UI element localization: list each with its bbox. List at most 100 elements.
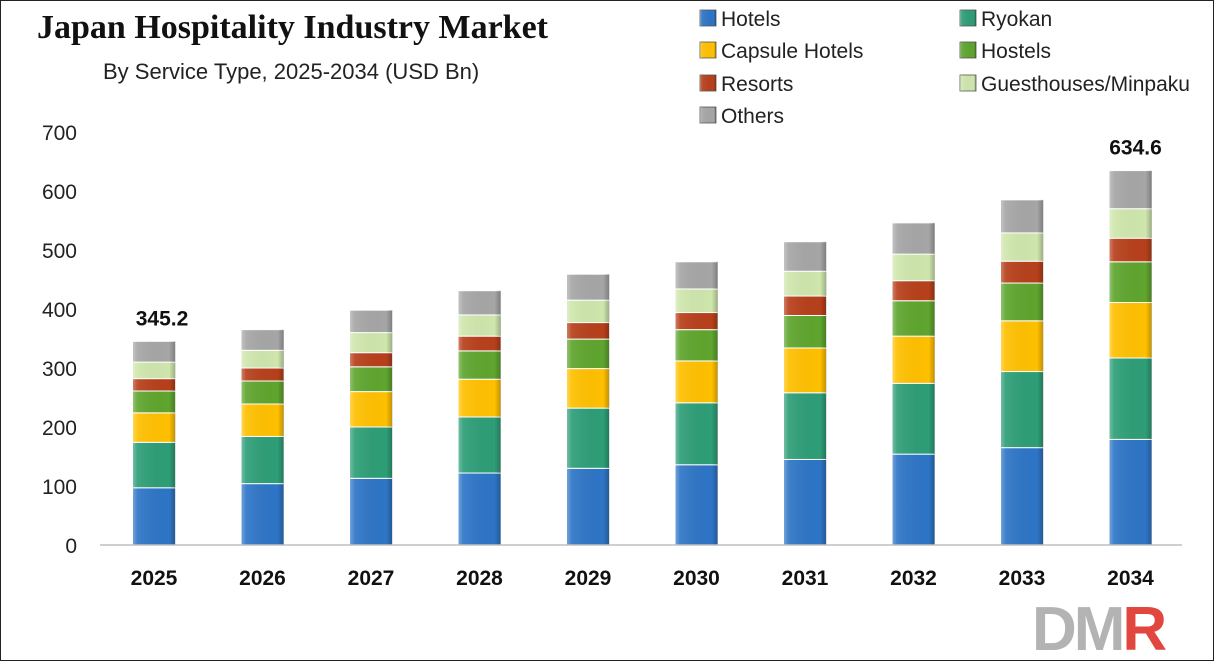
bar-segment-hostels xyxy=(891,300,936,337)
x-tick-label: 2030 xyxy=(673,567,720,590)
bar-stack-2030 xyxy=(674,261,719,546)
bar-segment-capsule-hotels xyxy=(674,360,719,404)
bar-segment-guesthouses-minpaku xyxy=(1108,208,1153,239)
bar-stack-2029 xyxy=(566,273,610,546)
x-tick-label: 2028 xyxy=(456,567,503,590)
bar-segment-capsule-hotels xyxy=(240,403,285,437)
bar-segment-hostels xyxy=(240,380,285,405)
bar-segment-ryokan xyxy=(566,407,610,469)
y-tick-label: 100 xyxy=(42,476,77,499)
x-tick-label: 2034 xyxy=(1107,567,1154,590)
bar-segment-hotels xyxy=(457,472,502,546)
bar-segment-others xyxy=(1000,199,1044,234)
bar-segment-hostels xyxy=(132,390,176,414)
bar-stack-2033 xyxy=(1000,199,1044,546)
y-tick-label: 300 xyxy=(42,358,77,381)
x-tick-label: 2032 xyxy=(890,567,937,590)
dmr-logo: DMR xyxy=(1032,598,1169,656)
bar-segment-others xyxy=(349,309,393,334)
bar-segment-ryokan xyxy=(349,426,393,479)
bar-segment-resorts xyxy=(1000,260,1044,284)
bar-segment-capsule-hotels xyxy=(349,391,393,428)
x-tick-label: 2026 xyxy=(239,567,286,590)
bar-segment-guesthouses-minpaku xyxy=(783,270,827,297)
bar-segment-resorts xyxy=(674,312,719,331)
legend-swatch-shade xyxy=(960,10,976,26)
bar-segment-hotels xyxy=(132,487,176,546)
legend-item-resorts: Resorts xyxy=(699,73,793,96)
bar-segment-hostels xyxy=(1000,282,1044,322)
y-axis: 0 100 200 300 400 500 600 700 xyxy=(42,122,77,558)
bar-segment-others xyxy=(240,329,285,351)
bar-segment-ryokan xyxy=(240,435,285,485)
bar-segment-capsule-hotels xyxy=(566,368,610,409)
data-labels: 345.2 634.6 xyxy=(136,137,1162,331)
bar-segment-hostels xyxy=(566,338,610,370)
bar-segment-capsule-hotels xyxy=(891,335,936,384)
bar-segment-resorts xyxy=(457,335,502,352)
bar-segment-others xyxy=(566,273,610,301)
chart-subtitle: By Service Type, 2025-2034 (USD Bn) xyxy=(103,59,480,84)
bar-segment-others xyxy=(457,290,502,316)
bar-segment-ryokan xyxy=(457,416,502,474)
bar-segment-guesthouses-minpaku xyxy=(132,361,176,380)
bar-segment-hotels xyxy=(1000,447,1044,546)
legend-label: Capsule Hotels xyxy=(721,40,863,63)
bar-segment-hotels xyxy=(783,458,827,546)
y-tick-label: 400 xyxy=(42,299,77,322)
bar-stack-2032 xyxy=(891,222,936,546)
legend-item-hotels: Hotels xyxy=(699,8,781,31)
bar-segment-hotels xyxy=(240,483,285,546)
bar-stack-2028 xyxy=(457,290,502,546)
bar-segment-guesthouses-minpaku xyxy=(457,314,502,337)
logo-mark: DMR xyxy=(1032,598,1166,656)
bar-stack-2034 xyxy=(1108,170,1153,546)
bar-segment-hotels xyxy=(891,453,936,546)
bar-stack-2031 xyxy=(783,241,827,546)
bar-segment-guesthouses-minpaku xyxy=(240,349,285,369)
x-tick-label: 2027 xyxy=(348,567,395,590)
legend-swatch-shade xyxy=(960,42,976,58)
bar-segment-resorts xyxy=(132,378,176,392)
data-label-2025: 345.2 xyxy=(136,307,189,330)
bar-segment-guesthouses-minpaku xyxy=(566,299,610,324)
bar-segment-resorts xyxy=(240,367,285,382)
legend-label: Ryokan xyxy=(981,8,1052,31)
bar-segment-hotels xyxy=(674,464,719,546)
legend-item-capsule-hotels: Capsule Hotels xyxy=(699,40,863,63)
bar-segment-resorts xyxy=(1108,237,1153,263)
y-tick-label: 700 xyxy=(42,122,77,145)
legend-item-ryokan: Ryokan xyxy=(959,8,1052,31)
legend-label: Resorts xyxy=(721,73,793,96)
bar-segment-others xyxy=(891,222,936,255)
bar-segment-capsule-hotels xyxy=(457,378,502,418)
bar-segment-hostels xyxy=(783,314,827,349)
bar-segment-resorts xyxy=(891,280,936,302)
y-tick-label: 600 xyxy=(42,181,77,204)
x-tick-label: 2029 xyxy=(565,567,612,590)
legend-label: Hostels xyxy=(981,40,1051,63)
bar-segment-ryokan xyxy=(1000,371,1044,449)
y-tick-label: 200 xyxy=(42,417,77,440)
legend-swatch-shade xyxy=(700,42,716,58)
bars-area xyxy=(132,170,1153,546)
legend-item-hostels: Hostels xyxy=(959,40,1051,63)
legend-item-guesthouses-minpaku: Guesthouses/Minpaku xyxy=(959,73,1190,96)
bar-stack-2025 xyxy=(132,340,176,546)
x-tick-label: 2033 xyxy=(999,567,1046,590)
y-tick-label: 0 xyxy=(65,535,77,558)
legend-item-others: Others xyxy=(699,105,784,128)
bar-segment-ryokan xyxy=(132,441,176,489)
chart-title: Japan Hospitality Industry Market xyxy=(37,9,548,46)
legend-label: Others xyxy=(721,105,784,128)
bar-segment-hostels xyxy=(457,350,502,380)
bar-segment-hostels xyxy=(349,366,393,393)
bar-segment-resorts xyxy=(566,322,610,340)
bar-segment-hotels xyxy=(566,467,610,546)
bar-segment-ryokan xyxy=(1108,357,1153,440)
bar-segment-ryokan xyxy=(891,382,936,455)
bar-segment-guesthouses-minpaku xyxy=(891,253,936,282)
legend-swatch-shade xyxy=(700,75,716,91)
bar-segment-resorts xyxy=(349,352,393,368)
bar-segment-ryokan xyxy=(674,402,719,466)
